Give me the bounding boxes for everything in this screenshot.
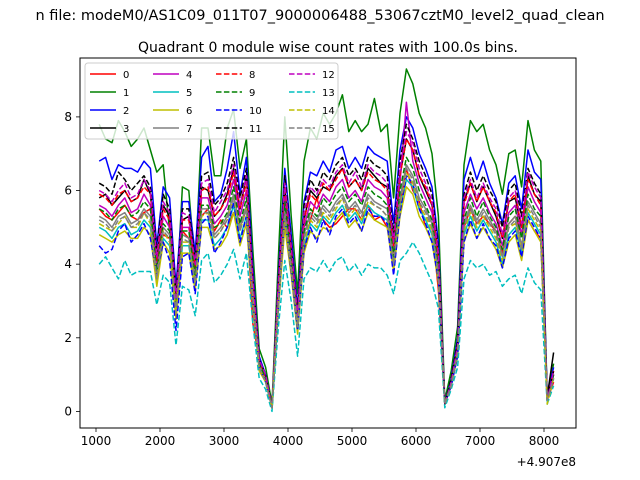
series-line-12 — [98, 130, 555, 409]
series-line-13 — [98, 241, 555, 413]
chart-title: Quadrant 0 module wise count rates with … — [138, 40, 518, 56]
legend-label-12: 12 — [322, 70, 335, 81]
series-line-15 — [98, 167, 555, 409]
legend-label-1: 1 — [123, 88, 129, 99]
y-tick-label: 6 — [64, 184, 72, 198]
x-tick-label: 3000 — [209, 434, 240, 448]
x-tick-label: 4000 — [273, 434, 304, 448]
legend-box — [84, 62, 339, 140]
series-layer — [98, 68, 555, 413]
legend-label-5: 5 — [186, 88, 192, 99]
x-tick-label: 5000 — [337, 434, 368, 448]
y-tick-label: 0 — [64, 404, 72, 418]
x-offset-label: +4.907e8 — [517, 455, 576, 469]
x-tick-label: 6000 — [401, 434, 432, 448]
legend-label-11: 11 — [249, 124, 262, 135]
legend-label-6: 6 — [186, 106, 192, 117]
series-line-14 — [98, 171, 555, 409]
plot-area: 1000 2000 3000 4000 5000 6000 7000 8000 0 2 4 6 8 +… — [64, 57, 577, 469]
x-tick-label: 7000 — [465, 434, 496, 448]
legend-label-13: 13 — [322, 88, 335, 99]
series-line-11 — [98, 123, 555, 409]
legend-label-8: 8 — [249, 70, 255, 81]
y-axis: 0 2 4 6 8 — [64, 110, 80, 418]
x-tick-label: 8000 — [529, 434, 560, 448]
suptitle: n file: modeM0/AS1C09_011T07_9000006488_… — [35, 8, 604, 24]
legend-label-10: 10 — [249, 106, 262, 117]
y-tick-label: 8 — [64, 110, 72, 124]
x-axis: 1000 2000 3000 4000 5000 6000 7000 8000 — [81, 428, 560, 448]
legend-label-7: 7 — [186, 124, 192, 135]
x-tick-label: 2000 — [145, 434, 176, 448]
legend-label-2: 2 — [123, 106, 129, 117]
legend-label-14: 14 — [322, 106, 335, 117]
x-tick-label: 1000 — [81, 434, 112, 448]
series-line-10 — [98, 175, 555, 409]
legend-label-9: 9 — [249, 88, 255, 99]
series-line-2 — [98, 116, 555, 409]
series-line-4 — [98, 101, 555, 409]
legend-label-0: 0 — [123, 70, 129, 81]
legend-label-3: 3 — [123, 124, 129, 135]
legend-label-15: 15 — [322, 124, 335, 135]
y-tick-label: 4 — [64, 257, 72, 271]
axes-frame — [79, 57, 577, 429]
y-tick-label: 2 — [64, 331, 72, 345]
legend-label-4: 4 — [186, 70, 192, 81]
